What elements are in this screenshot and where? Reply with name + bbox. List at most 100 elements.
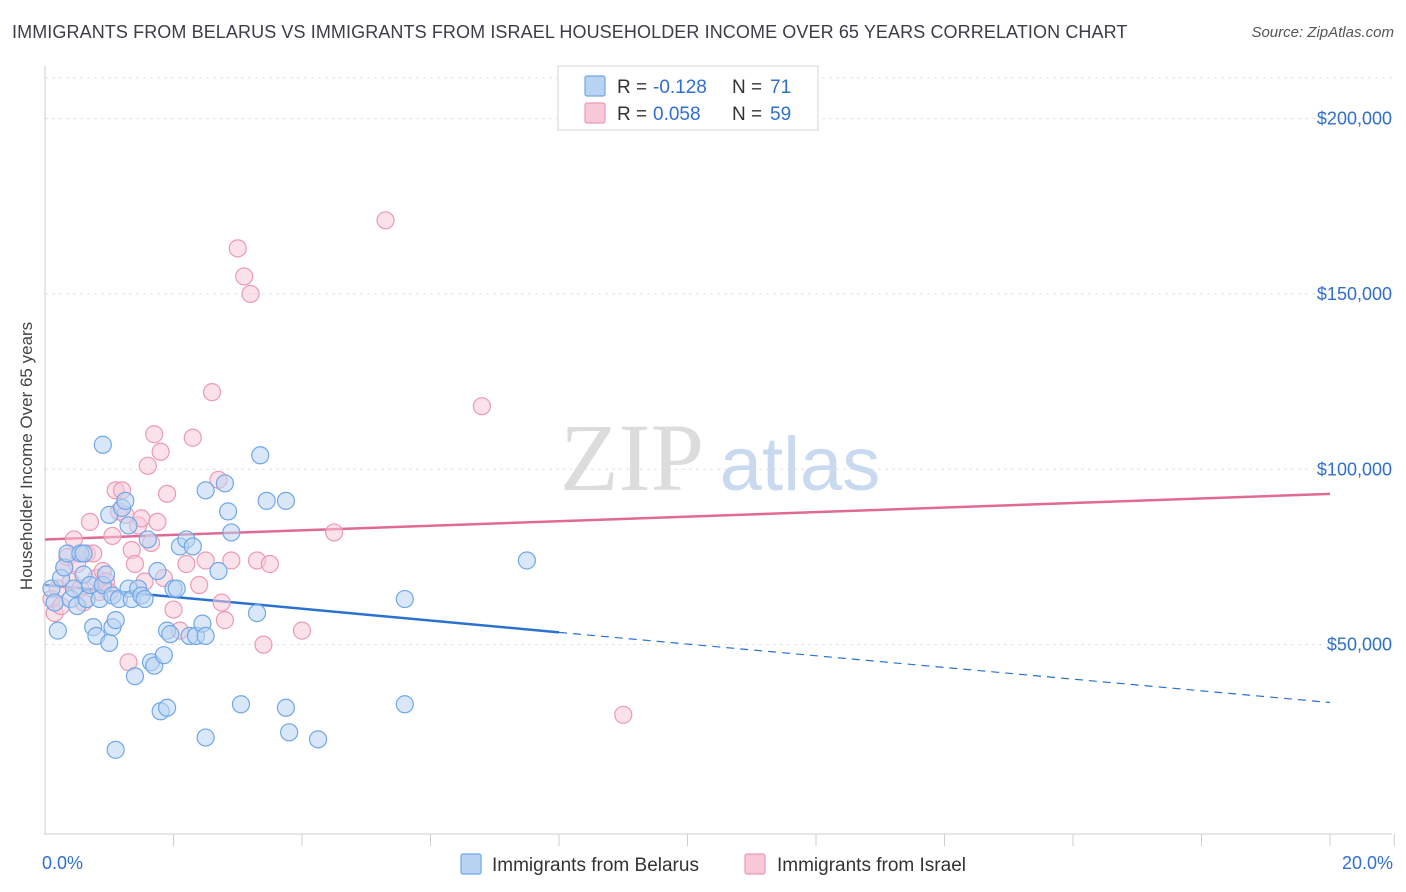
- point-belarus: [119, 516, 138, 535]
- point-belarus: [167, 579, 186, 598]
- series-israel-points: [42, 211, 633, 724]
- legend-r-value-1: -0.128: [653, 77, 707, 98]
- x-tick-label: 20.0%: [1342, 853, 1393, 873]
- point-israel: [212, 593, 231, 612]
- legend-swatch-israel: [584, 102, 606, 124]
- point-belarus: [276, 491, 296, 510]
- point-belarus: [183, 537, 202, 556]
- point-israel: [151, 442, 170, 461]
- point-belarus: [196, 728, 215, 747]
- bottom-legend-swatch-israel: [744, 853, 766, 875]
- point-belarus: [215, 474, 234, 493]
- point-belarus: [116, 491, 135, 510]
- point-belarus: [135, 589, 154, 609]
- point-belarus: [106, 611, 125, 630]
- point-belarus: [100, 633, 119, 652]
- point-belarus: [157, 698, 177, 717]
- correlation-legend: R = -0.128 N = 71 R = 0.058 N = 59: [557, 65, 819, 131]
- series-belarus-points: [42, 435, 536, 759]
- trend-line-belarus-extension: [558, 631, 1331, 704]
- point-belarus: [231, 695, 251, 714]
- point-belarus: [96, 565, 116, 584]
- point-israel: [183, 428, 202, 447]
- point-israel: [292, 621, 312, 640]
- point-belarus: [251, 446, 270, 465]
- point-belarus: [222, 523, 241, 542]
- point-belarus: [154, 646, 173, 665]
- point-israel: [125, 554, 145, 574]
- legend-n-value-1: 71: [770, 77, 791, 98]
- point-israel: [145, 425, 164, 444]
- point-belarus: [196, 481, 215, 500]
- chart-title: IMMIGRANTS FROM BELARUS VS IMMIGRANTS FR…: [12, 22, 1128, 42]
- legend-n-value-2: 59: [770, 104, 791, 125]
- point-israel: [80, 512, 100, 532]
- axes: [44, 66, 1395, 846]
- point-belarus: [45, 593, 64, 612]
- point-belarus: [125, 667, 145, 686]
- point-belarus: [247, 603, 267, 623]
- watermark-atlas: atlas: [720, 422, 881, 507]
- legend-r-label-2: R =: [617, 104, 647, 125]
- point-israel: [215, 611, 234, 630]
- point-belarus: [138, 530, 157, 549]
- point-israel: [103, 526, 122, 546]
- y-tick-label: $100,000: [1317, 459, 1392, 479]
- point-belarus: [48, 621, 67, 640]
- point-belarus: [308, 730, 328, 749]
- y-tick-label: $200,000: [1317, 109, 1392, 129]
- point-belarus: [209, 561, 228, 581]
- point-belarus: [161, 625, 180, 644]
- trend-line-israel: [44, 492, 1331, 541]
- series-legend: Immigrants from Belarus Immigrants from …: [460, 853, 966, 876]
- watermark: ZIP atlas: [560, 404, 880, 511]
- legend-n-label-1: N =: [732, 77, 762, 98]
- point-israel: [164, 600, 183, 619]
- bottom-legend-swatch-belarus: [460, 853, 482, 875]
- point-belarus: [276, 698, 296, 717]
- point-belarus: [74, 544, 93, 563]
- point-israel: [177, 554, 196, 574]
- point-belarus: [148, 561, 167, 581]
- point-belarus: [395, 589, 414, 609]
- point-israel: [228, 239, 247, 258]
- point-belarus: [280, 723, 299, 742]
- point-belarus: [196, 626, 215, 645]
- point-israel: [138, 456, 157, 475]
- point-israel: [241, 284, 260, 304]
- bottom-legend-label-belarus: Immigrants from Belarus: [492, 855, 699, 876]
- x-tick-labels: 0.0% 20.0%: [42, 853, 1393, 873]
- point-israel: [614, 705, 633, 724]
- point-israel: [222, 551, 241, 570]
- point-israel: [202, 383, 222, 402]
- grid-lines: [45, 77, 1392, 646]
- point-belarus: [106, 740, 125, 759]
- point-israel: [376, 211, 395, 230]
- y-tick-label: $150,000: [1317, 284, 1392, 304]
- legend-r-value-2: 0.058: [653, 104, 701, 125]
- legend-r-label-1: R =: [617, 77, 647, 98]
- point-israel: [235, 267, 254, 286]
- point-israel: [254, 635, 273, 654]
- point-belarus: [219, 502, 238, 521]
- x-tick-label: 0.0%: [42, 853, 83, 873]
- y-axis-label: Householder Income Over 65 years: [17, 322, 36, 590]
- point-israel: [325, 523, 344, 542]
- point-belarus: [395, 695, 414, 714]
- point-israel: [190, 575, 209, 595]
- watermark-zip: ZIP: [560, 404, 704, 511]
- point-israel: [472, 397, 491, 416]
- legend-n-label-2: N =: [732, 104, 762, 125]
- point-israel: [157, 484, 177, 503]
- source-label: Source: ZipAtlas.com: [1251, 24, 1394, 41]
- point-israel: [196, 551, 215, 570]
- bottom-legend-label-israel: Immigrants from Israel: [777, 855, 966, 876]
- point-belarus: [93, 435, 112, 454]
- point-belarus: [517, 551, 536, 570]
- point-israel: [260, 554, 279, 574]
- point-israel: [148, 512, 167, 532]
- y-tick-labels: $50,000 $100,000 $150,000 $200,000: [1317, 109, 1392, 655]
- point-belarus: [257, 491, 276, 510]
- legend-swatch-belarus: [584, 75, 606, 97]
- trend-lines: [44, 492, 1331, 704]
